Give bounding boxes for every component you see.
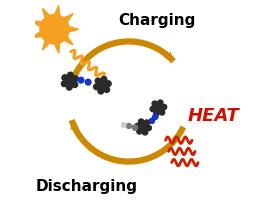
Circle shape (94, 84, 99, 90)
Circle shape (67, 73, 73, 79)
Circle shape (66, 85, 72, 91)
Circle shape (73, 76, 78, 82)
Circle shape (72, 82, 78, 88)
Polygon shape (55, 44, 59, 54)
Circle shape (146, 126, 151, 131)
Polygon shape (32, 22, 41, 27)
Polygon shape (70, 28, 79, 32)
Circle shape (140, 124, 146, 130)
Circle shape (154, 111, 159, 116)
Circle shape (161, 105, 167, 110)
Circle shape (132, 125, 138, 131)
Circle shape (139, 119, 144, 125)
Circle shape (152, 102, 157, 107)
Text: HEAT: HEAT (187, 106, 239, 124)
Polygon shape (65, 38, 73, 45)
Circle shape (98, 89, 104, 94)
Circle shape (153, 115, 158, 120)
Circle shape (105, 81, 111, 87)
Text: Charging: Charging (119, 12, 196, 27)
Circle shape (142, 130, 148, 135)
Circle shape (78, 78, 84, 84)
Circle shape (67, 79, 73, 85)
Polygon shape (55, 6, 59, 16)
Circle shape (104, 87, 110, 93)
Circle shape (158, 101, 163, 106)
Circle shape (149, 119, 155, 124)
Circle shape (40, 16, 69, 45)
Circle shape (155, 105, 161, 112)
Circle shape (137, 129, 142, 134)
Circle shape (150, 107, 155, 112)
Polygon shape (32, 33, 41, 38)
Polygon shape (42, 42, 49, 51)
Circle shape (61, 81, 67, 87)
Circle shape (62, 75, 68, 81)
Circle shape (122, 123, 126, 128)
Circle shape (95, 79, 101, 84)
Circle shape (126, 124, 131, 129)
Circle shape (101, 77, 107, 83)
Circle shape (85, 80, 91, 86)
Polygon shape (65, 15, 73, 22)
Circle shape (159, 110, 165, 115)
Circle shape (99, 83, 106, 89)
Polygon shape (42, 9, 49, 18)
Text: Discharging: Discharging (36, 179, 138, 194)
Circle shape (144, 120, 149, 126)
Circle shape (135, 124, 140, 129)
